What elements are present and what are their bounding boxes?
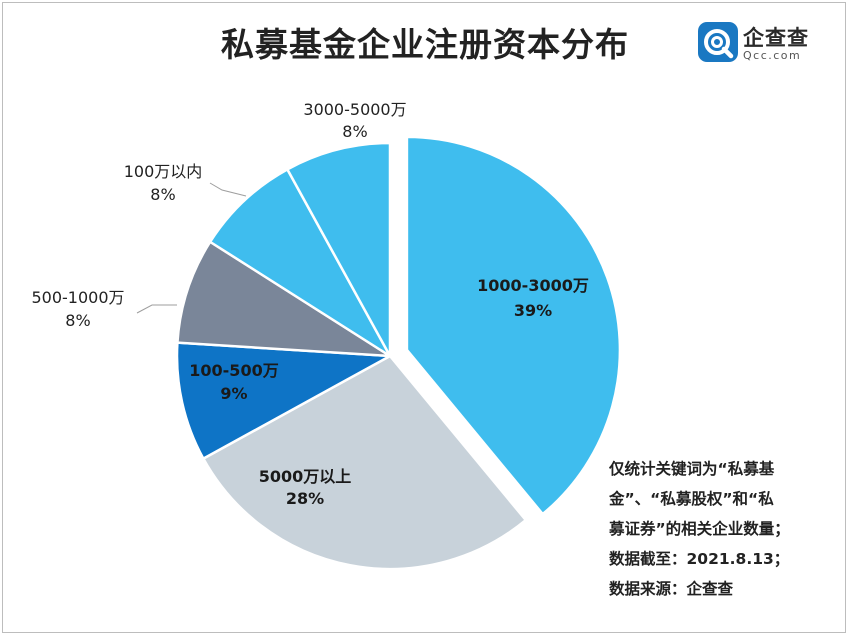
footnote-line: 募证券”的相关企业数量； (609, 520, 790, 538)
footnote-line: 数据来源：企查查 (609, 580, 734, 598)
slice-value-100-500: 9% (220, 384, 247, 403)
qcc-logo-icon (698, 22, 738, 62)
footnote-line: 金”、“私募股权”和“私 (609, 490, 774, 508)
footnote: 仅统计关键词为“私募基 金”、“私募股权”和“私 募证券”的相关企业数量； 数据… (609, 454, 841, 604)
logo-name: 企查查 (743, 26, 809, 50)
logo-url: Qcc.com (743, 49, 802, 62)
chart-title: 私募基金企业注册资本分布 (221, 25, 629, 64)
footnote-line: 仅统计关键词为“私募基 (609, 460, 775, 478)
pie-slice-2 (175, 341, 392, 460)
pie-slice-3 (176, 240, 392, 358)
pie-slice-1 (202, 354, 528, 571)
qcc-logo: 企查查 Qcc.com (697, 21, 837, 65)
slice-value-3000-5000: 8% (342, 122, 367, 141)
slice-label-100-500: 100-500万 (189, 361, 278, 380)
leader-line-500-1000 (136, 304, 177, 314)
footnote-line: 数据截至：2021.8.13； (609, 550, 790, 568)
leader-line-100-within (209, 182, 247, 197)
pie-slice-0 (405, 135, 622, 516)
slice-label-1000-3000: 1000-3000万 (477, 276, 589, 295)
pie-slice-4 (208, 168, 392, 358)
slice-label-500-1000: 500-1000万 (31, 288, 124, 307)
slice-value-500-1000: 8% (65, 311, 90, 330)
slice-label-5000-above: 5000万以上 (259, 467, 352, 486)
slice-value-1000-3000: 39% (514, 301, 552, 320)
pie-slices (175, 135, 622, 571)
slice-label-3000-5000: 3000-5000万 (303, 100, 406, 119)
pie-slice-5 (286, 141, 392, 358)
slice-value-5000-above: 28% (286, 489, 324, 508)
slice-value-100-within: 8% (150, 185, 175, 204)
leader-lines (136, 182, 247, 314)
slice-label-100-within: 100万以内 (124, 162, 203, 181)
